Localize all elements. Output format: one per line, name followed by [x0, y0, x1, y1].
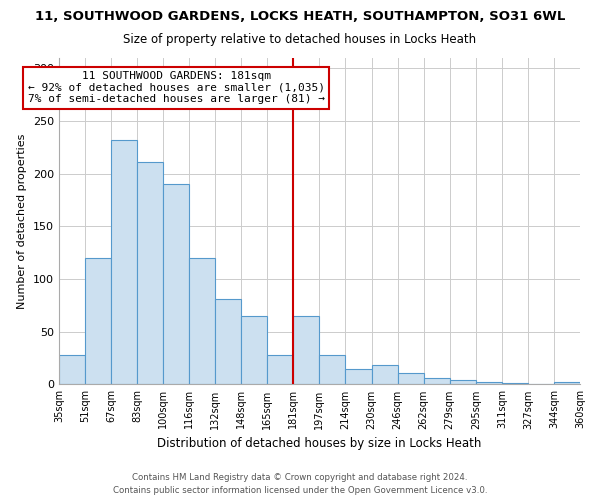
Bar — [241, 316, 268, 384]
Bar — [346, 368, 371, 384]
Bar — [319, 355, 346, 384]
Bar — [59, 355, 85, 384]
Bar — [163, 184, 189, 384]
Bar — [554, 382, 580, 384]
Bar — [293, 316, 319, 384]
Y-axis label: Number of detached properties: Number of detached properties — [17, 134, 28, 308]
Bar — [398, 373, 424, 384]
X-axis label: Distribution of detached houses by size in Locks Heath: Distribution of detached houses by size … — [157, 437, 482, 450]
Text: 11, SOUTHWOOD GARDENS, LOCKS HEATH, SOUTHAMPTON, SO31 6WL: 11, SOUTHWOOD GARDENS, LOCKS HEATH, SOUT… — [35, 10, 565, 23]
Bar — [111, 140, 137, 384]
Text: Size of property relative to detached houses in Locks Heath: Size of property relative to detached ho… — [124, 32, 476, 46]
Text: Contains HM Land Registry data © Crown copyright and database right 2024.
Contai: Contains HM Land Registry data © Crown c… — [113, 474, 487, 495]
Bar — [137, 162, 163, 384]
Bar — [268, 355, 293, 384]
Bar — [450, 380, 476, 384]
Bar — [476, 382, 502, 384]
Text: 11 SOUTHWOOD GARDENS: 181sqm
← 92% of detached houses are smaller (1,035)
7% of : 11 SOUTHWOOD GARDENS: 181sqm ← 92% of de… — [28, 71, 325, 104]
Bar — [189, 258, 215, 384]
Bar — [371, 366, 398, 384]
Bar — [85, 258, 111, 384]
Bar — [424, 378, 450, 384]
Bar — [215, 299, 241, 384]
